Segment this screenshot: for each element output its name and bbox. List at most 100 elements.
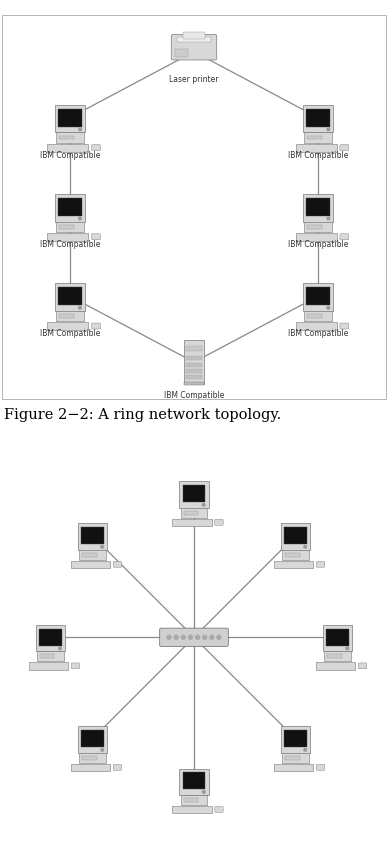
FancyBboxPatch shape	[71, 561, 110, 568]
FancyBboxPatch shape	[274, 763, 313, 771]
Circle shape	[196, 635, 199, 639]
FancyBboxPatch shape	[113, 764, 122, 770]
FancyBboxPatch shape	[55, 105, 85, 132]
FancyBboxPatch shape	[39, 628, 62, 646]
Circle shape	[59, 647, 61, 650]
FancyBboxPatch shape	[47, 143, 88, 152]
FancyBboxPatch shape	[187, 347, 201, 350]
Circle shape	[217, 635, 221, 639]
FancyBboxPatch shape	[40, 655, 54, 658]
FancyBboxPatch shape	[215, 806, 223, 812]
FancyBboxPatch shape	[36, 625, 65, 651]
Circle shape	[167, 635, 171, 639]
FancyBboxPatch shape	[359, 663, 367, 669]
Circle shape	[327, 217, 330, 220]
FancyBboxPatch shape	[323, 625, 352, 651]
FancyBboxPatch shape	[37, 651, 64, 661]
FancyBboxPatch shape	[285, 756, 300, 760]
FancyBboxPatch shape	[184, 382, 204, 385]
FancyBboxPatch shape	[56, 132, 83, 142]
FancyBboxPatch shape	[56, 221, 83, 232]
Circle shape	[304, 545, 307, 548]
FancyBboxPatch shape	[58, 109, 81, 126]
FancyBboxPatch shape	[307, 287, 330, 305]
FancyBboxPatch shape	[92, 234, 100, 240]
Circle shape	[79, 217, 81, 220]
FancyBboxPatch shape	[175, 49, 188, 57]
FancyBboxPatch shape	[340, 144, 348, 151]
FancyBboxPatch shape	[82, 756, 97, 760]
FancyBboxPatch shape	[304, 132, 332, 142]
FancyBboxPatch shape	[79, 752, 106, 762]
FancyBboxPatch shape	[78, 727, 107, 753]
Text: IBM Compatible: IBM Compatible	[40, 151, 100, 159]
FancyBboxPatch shape	[187, 376, 201, 379]
FancyBboxPatch shape	[326, 628, 349, 646]
FancyBboxPatch shape	[181, 507, 207, 517]
Circle shape	[327, 306, 330, 309]
Text: IBM Compatible: IBM Compatible	[164, 391, 224, 400]
FancyBboxPatch shape	[296, 322, 337, 330]
FancyBboxPatch shape	[281, 727, 310, 753]
Text: IBM Compatible: IBM Compatible	[288, 329, 348, 338]
FancyBboxPatch shape	[274, 561, 313, 568]
FancyBboxPatch shape	[82, 553, 97, 556]
FancyBboxPatch shape	[327, 655, 341, 658]
Text: Laser printer: Laser printer	[169, 75, 219, 84]
FancyBboxPatch shape	[171, 35, 217, 60]
FancyBboxPatch shape	[184, 510, 198, 515]
FancyBboxPatch shape	[285, 553, 300, 556]
FancyBboxPatch shape	[187, 363, 201, 366]
FancyBboxPatch shape	[56, 310, 83, 321]
FancyBboxPatch shape	[81, 730, 104, 747]
Circle shape	[189, 635, 192, 639]
Circle shape	[79, 128, 81, 131]
FancyBboxPatch shape	[184, 340, 204, 384]
FancyBboxPatch shape	[284, 527, 307, 544]
FancyBboxPatch shape	[307, 109, 330, 126]
Text: IBM Compatible: IBM Compatible	[40, 329, 100, 338]
FancyBboxPatch shape	[59, 314, 74, 318]
FancyBboxPatch shape	[92, 144, 100, 151]
FancyBboxPatch shape	[303, 283, 333, 310]
FancyBboxPatch shape	[159, 628, 228, 646]
FancyBboxPatch shape	[55, 194, 85, 221]
Circle shape	[181, 635, 185, 639]
FancyBboxPatch shape	[55, 283, 85, 310]
FancyBboxPatch shape	[215, 519, 223, 525]
FancyBboxPatch shape	[304, 221, 332, 232]
FancyBboxPatch shape	[78, 523, 107, 550]
FancyBboxPatch shape	[296, 233, 337, 241]
FancyBboxPatch shape	[173, 806, 212, 813]
FancyBboxPatch shape	[307, 198, 330, 215]
FancyBboxPatch shape	[71, 663, 80, 669]
FancyBboxPatch shape	[281, 523, 310, 550]
FancyBboxPatch shape	[303, 105, 333, 132]
FancyBboxPatch shape	[316, 561, 325, 567]
FancyBboxPatch shape	[284, 730, 307, 747]
FancyBboxPatch shape	[282, 550, 309, 560]
FancyBboxPatch shape	[179, 768, 209, 795]
FancyBboxPatch shape	[340, 234, 348, 240]
FancyBboxPatch shape	[307, 136, 322, 139]
FancyBboxPatch shape	[92, 323, 100, 329]
FancyBboxPatch shape	[296, 143, 337, 152]
FancyBboxPatch shape	[183, 32, 205, 39]
FancyBboxPatch shape	[59, 136, 74, 139]
Circle shape	[304, 749, 307, 751]
Circle shape	[210, 635, 214, 639]
Circle shape	[203, 790, 205, 793]
Circle shape	[101, 545, 104, 548]
FancyBboxPatch shape	[304, 310, 332, 321]
FancyBboxPatch shape	[340, 323, 348, 329]
Circle shape	[346, 647, 348, 650]
FancyBboxPatch shape	[316, 764, 325, 770]
FancyBboxPatch shape	[59, 225, 74, 229]
Circle shape	[327, 128, 330, 131]
FancyBboxPatch shape	[307, 225, 322, 229]
FancyBboxPatch shape	[81, 527, 104, 544]
Circle shape	[174, 635, 178, 639]
FancyBboxPatch shape	[303, 194, 333, 221]
Circle shape	[203, 504, 205, 506]
Circle shape	[101, 749, 104, 751]
